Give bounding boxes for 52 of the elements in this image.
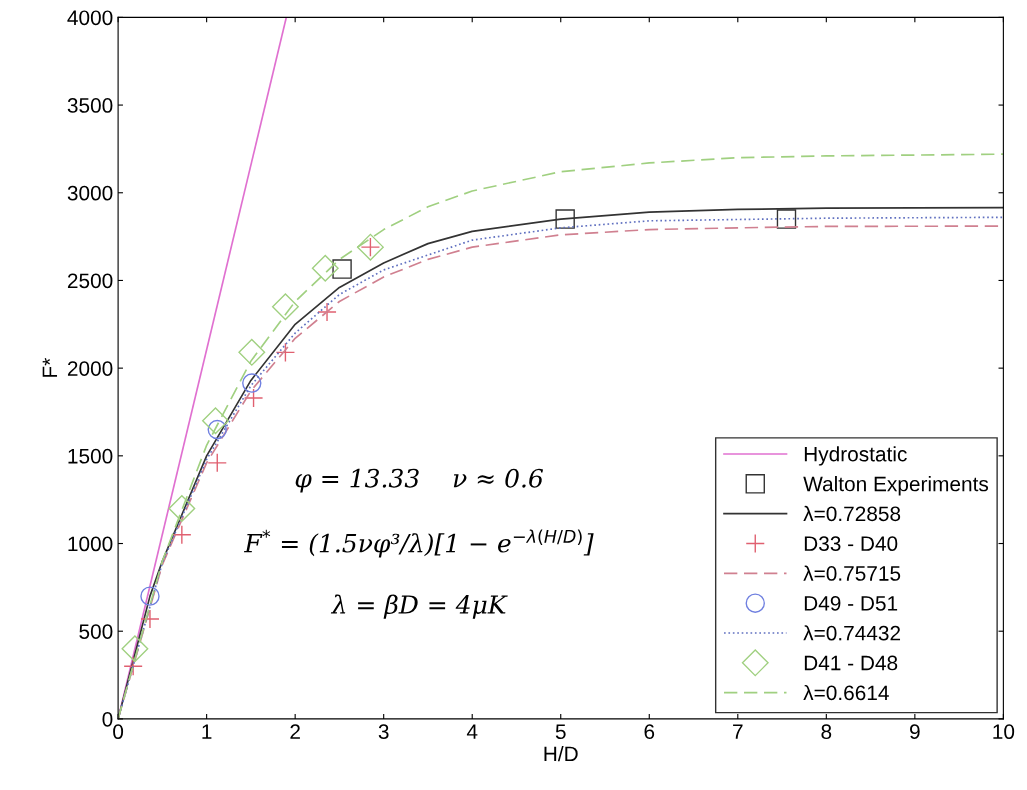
point: [332, 259, 352, 279]
legend-label: Hydrostatic: [804, 446, 907, 466]
point: [172, 525, 192, 545]
point: [202, 407, 229, 435]
annotation: F$^{*}$ = (1.5νφ³/λ)[1 − e$^{−λ(H/D)}$]: [243, 529, 594, 558]
point: [207, 453, 227, 473]
y-axis-title: F*: [42, 358, 58, 377]
x-tick-label: 7: [733, 724, 743, 739]
y-tick-label: 2000: [67, 361, 113, 376]
y-tick-label: 3500: [67, 98, 113, 113]
point: [555, 209, 575, 229]
y-tick-label: 500: [79, 624, 113, 639]
x-axis-title: H/D: [544, 745, 578, 762]
legend-label: D49 - D51: [804, 595, 898, 611]
x-tick-label: 9: [910, 724, 920, 740]
x-tick-label: 8: [821, 724, 832, 740]
point: [168, 494, 196, 522]
point: [140, 586, 160, 606]
x-tick-label: 3: [378, 724, 389, 740]
point: [275, 342, 296, 363]
point: [317, 302, 337, 322]
legend-label: D33 - D40: [804, 536, 898, 552]
legend-label: D41 - D48: [804, 655, 898, 671]
x-tick-label: 2: [290, 724, 300, 739]
y-tick-label: 4000: [67, 10, 113, 26]
annotation: φ = 13.33 ν ≈ 0.6: [295, 468, 544, 493]
point: [242, 373, 262, 393]
legend-label: λ=0.72858: [803, 505, 901, 522]
x-tick-label: 10: [993, 724, 1015, 740]
point: [271, 293, 299, 321]
legend-label: λ=0.6614: [803, 684, 889, 701]
x-tick-label: 0: [113, 724, 124, 740]
y-tick-label: 2500: [67, 273, 113, 289]
y-tick-label: 1500: [68, 448, 113, 464]
point: [123, 656, 143, 677]
point: [776, 209, 797, 229]
x-tick-label: 1: [202, 724, 212, 739]
point: [140, 609, 160, 629]
y-tick-label: 1000: [68, 536, 113, 552]
x-tick-label: 6: [644, 724, 655, 740]
point: [311, 254, 339, 282]
x-tick-label: 5: [555, 724, 566, 740]
point: [243, 388, 264, 408]
point: [238, 338, 266, 366]
legend-label: Walton Experiments: [803, 476, 989, 496]
legend-label: λ=0.75715: [803, 565, 901, 581]
y-tick-label: 3000: [67, 185, 113, 201]
point: [121, 635, 149, 663]
annotation: λ = βD = 4μK: [330, 594, 508, 619]
legend-label: λ=0.74432: [803, 625, 901, 641]
x-tick-label: 4: [466, 724, 478, 739]
y-tick-label: 0: [102, 711, 113, 727]
